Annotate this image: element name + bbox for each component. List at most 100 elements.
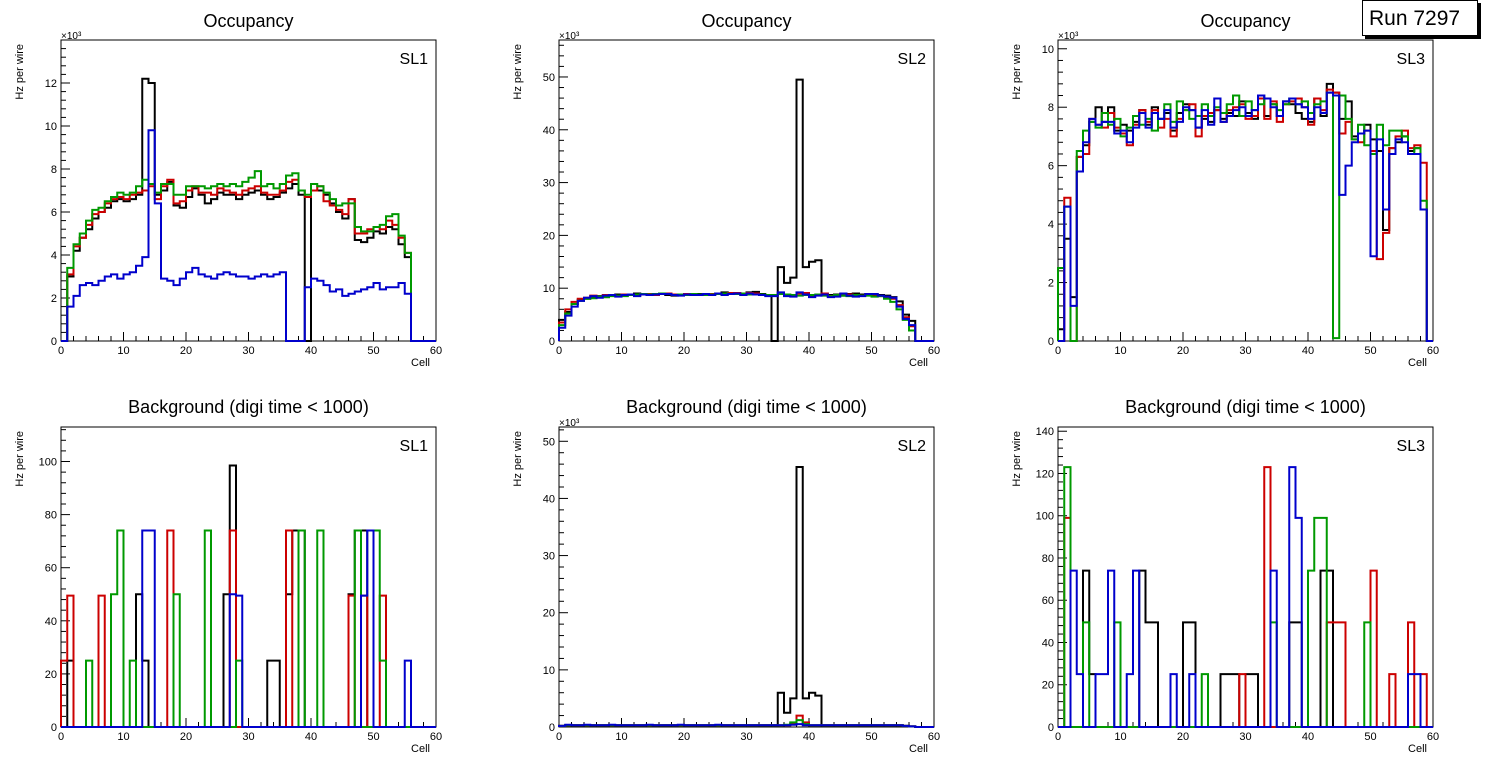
superlayer-label: SL1 bbox=[400, 51, 429, 68]
series-l4 bbox=[61, 529, 436, 728]
series-l4 bbox=[558, 723, 934, 728]
x-tick-label: 20 bbox=[678, 731, 690, 743]
x-tick-label: 10 bbox=[1114, 345, 1126, 357]
x-axis-label: Cell bbox=[411, 743, 430, 755]
chart-2: 0 10 20 30 40 50 60 0 10 20 30 40 50 ×10³ Occupancy SL2… bbox=[512, 11, 940, 369]
y-tick-label: 20 bbox=[1042, 680, 1054, 692]
x-tick-label: 30 bbox=[1239, 345, 1251, 357]
x-tick-label: 50 bbox=[367, 345, 379, 357]
y-tick-label: 120 bbox=[1036, 468, 1054, 480]
y-tick-label: 6 bbox=[1048, 161, 1054, 173]
chart-6: 0 10 20 30 40 50 60 0 20 40 60 80 100 120 140 Backgroun… bbox=[1011, 397, 1439, 755]
y-tick-label: 10 bbox=[45, 121, 57, 133]
chart-1: 0 10 20 30 40 50 60 0 2 4 6 8 10 12 ×10³ Occupancy SL1 Ce… bbox=[14, 11, 442, 369]
x-tick-label: 30 bbox=[242, 731, 254, 743]
x-tick-label: 0 bbox=[556, 345, 562, 357]
run-label: Run 7297 bbox=[1369, 7, 1461, 30]
chart-title: Occupancy bbox=[203, 11, 293, 31]
x-tick-label: 0 bbox=[58, 731, 64, 743]
y-tick-label: 0 bbox=[1048, 336, 1054, 348]
y-tick-label: 10 bbox=[543, 283, 555, 295]
x-tick-label: 30 bbox=[740, 731, 752, 743]
superlayer-label: SL3 bbox=[1397, 438, 1426, 455]
x-tick-label: 50 bbox=[1364, 345, 1376, 357]
x-axis-label: Cell bbox=[1408, 357, 1427, 369]
x-axis-label: Cell bbox=[1408, 743, 1427, 755]
x-axis-label: Cell bbox=[909, 357, 928, 369]
chart-title: Background (digi time < 1000) bbox=[1125, 397, 1366, 417]
y-tick-label: 8 bbox=[1048, 102, 1054, 114]
run-label-box: Run 7297 bbox=[1362, 0, 1478, 36]
y-tick-label: 100 bbox=[1036, 511, 1054, 523]
y-axis-exponent: ×10³ bbox=[61, 31, 82, 42]
chart-title: Background (digi time < 1000) bbox=[626, 397, 867, 417]
series-l1 bbox=[558, 78, 934, 342]
x-axis-label: Cell bbox=[411, 357, 430, 369]
x-tick-label: 10 bbox=[615, 345, 627, 357]
y-tick-label: 30 bbox=[543, 551, 555, 563]
y-tick-label: 0 bbox=[51, 722, 57, 734]
x-tick-label: 40 bbox=[1302, 345, 1314, 357]
y-axis-exponent: ×10³ bbox=[559, 31, 580, 42]
series-l3 bbox=[1057, 91, 1433, 342]
superlayer-label: SL2 bbox=[898, 438, 927, 455]
series-l1 bbox=[558, 466, 934, 728]
y-tick-label: 0 bbox=[51, 336, 57, 348]
y-tick-label: 8 bbox=[51, 164, 57, 176]
x-tick-label: 20 bbox=[1177, 345, 1189, 357]
series-l4 bbox=[1058, 91, 1433, 342]
x-tick-label: 20 bbox=[180, 345, 192, 357]
y-tick-label: 10 bbox=[1042, 44, 1054, 56]
x-tick-label: 30 bbox=[1239, 731, 1251, 743]
y-tick-label: 40 bbox=[45, 616, 57, 628]
x-tick-label: 60 bbox=[430, 345, 442, 357]
x-tick-label: 60 bbox=[430, 731, 442, 743]
y-tick-label: 12 bbox=[45, 78, 57, 90]
x-tick-label: 60 bbox=[928, 731, 940, 743]
x-tick-label: 0 bbox=[1055, 731, 1061, 743]
x-tick-label: 10 bbox=[1114, 731, 1126, 743]
series-l2 bbox=[61, 178, 436, 342]
chart-3: 0 10 20 30 40 50 60 0 2 4 6 8 10 ×10³ Occupancy SL3 Cell… bbox=[1011, 11, 1439, 369]
y-tick-label: 40 bbox=[543, 125, 555, 137]
y-tick-label: 0 bbox=[549, 722, 555, 734]
y-axis-label: Hz per wire bbox=[1011, 44, 1023, 100]
x-tick-label: 50 bbox=[367, 731, 379, 743]
y-axis-label: Hz per wire bbox=[14, 431, 26, 487]
superlayer-label: SL2 bbox=[898, 51, 927, 68]
x-tick-label: 60 bbox=[1427, 345, 1439, 357]
series-l4 bbox=[61, 129, 436, 342]
x-axis-label: Cell bbox=[909, 743, 928, 755]
y-axis-label: Hz per wire bbox=[512, 44, 524, 100]
y-tick-label: 20 bbox=[543, 608, 555, 620]
x-tick-label: 50 bbox=[1364, 731, 1376, 743]
x-tick-label: 0 bbox=[58, 345, 64, 357]
y-tick-label: 80 bbox=[1042, 553, 1054, 565]
y-tick-label: 30 bbox=[543, 178, 555, 190]
x-tick-label: 40 bbox=[803, 345, 815, 357]
x-tick-label: 20 bbox=[1177, 731, 1189, 743]
chart-5: 0 10 20 30 40 50 60 0 10 20 30 40 50 ×10³ Background (… bbox=[512, 397, 940, 755]
x-tick-label: 40 bbox=[1302, 731, 1314, 743]
y-tick-label: 40 bbox=[1042, 637, 1054, 649]
x-tick-label: 60 bbox=[928, 345, 940, 357]
chart-4: 0 10 20 30 40 50 60 0 20 40 60 80 100 Background (dig… bbox=[14, 397, 442, 755]
y-axis-exponent: ×10³ bbox=[1058, 31, 1079, 42]
y-tick-label: 4 bbox=[51, 250, 57, 262]
plot-frame bbox=[558, 426, 935, 728]
y-tick-label: 50 bbox=[543, 436, 555, 448]
y-tick-label: 60 bbox=[1042, 595, 1054, 607]
y-tick-label: 20 bbox=[543, 230, 555, 242]
series-l4 bbox=[1058, 466, 1433, 728]
chart-title: Occupancy bbox=[701, 11, 791, 31]
y-tick-label: 140 bbox=[1036, 426, 1054, 438]
x-tick-label: 60 bbox=[1427, 731, 1439, 743]
x-tick-label: 30 bbox=[740, 345, 752, 357]
y-tick-label: 80 bbox=[45, 510, 57, 522]
x-tick-label: 10 bbox=[615, 731, 627, 743]
y-tick-label: 50 bbox=[543, 72, 555, 84]
x-tick-label: 40 bbox=[803, 731, 815, 743]
superlayer-label: SL3 bbox=[1397, 51, 1426, 68]
y-tick-label: 40 bbox=[543, 493, 555, 505]
